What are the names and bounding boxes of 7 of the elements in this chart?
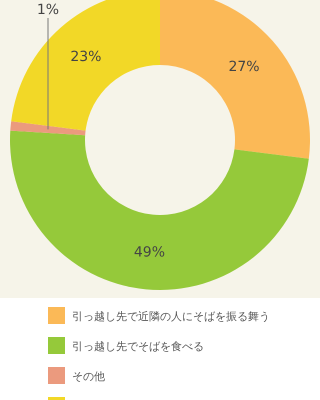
legend-label: その他	[72, 370, 105, 383]
data-label: 1%	[36, 2, 60, 18]
data-label: 49%	[134, 244, 166, 261]
legend-label: 引っ越し先で近隣の人にそばを振る舞う	[72, 310, 270, 323]
data-label: 27%	[228, 58, 260, 75]
legend-label: 引っ越し先でそばを食べる	[72, 340, 204, 353]
data-label: 23%	[70, 48, 102, 65]
